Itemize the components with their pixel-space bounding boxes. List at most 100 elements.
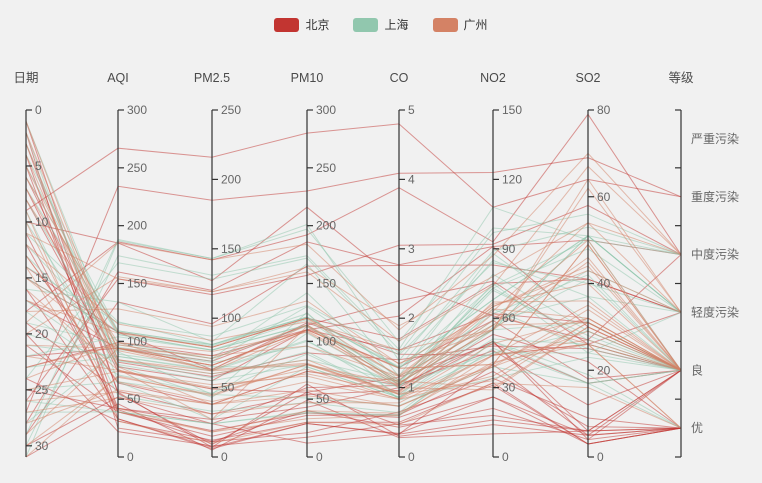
data-line[interactable]: [25, 280, 682, 371]
parallel-axis-等级: 等级优 良 轻度污染 中度污染 重度污染 严重污染: [668, 70, 739, 458]
data-line[interactable]: [25, 269, 682, 378]
data-line[interactable]: [25, 222, 682, 335]
legend-label: 上海: [384, 18, 409, 32]
data-line[interactable]: [25, 263, 682, 378]
axis-tick-label: 100: [127, 334, 147, 348]
axis-tick-label: 0: [597, 450, 604, 464]
data-line[interactable]: [25, 317, 682, 400]
data-line[interactable]: [25, 210, 682, 414]
axis-tick-label: 50: [221, 381, 235, 395]
axis-tick-label: 20: [597, 363, 611, 377]
data-line[interactable]: [25, 322, 682, 441]
data-line[interactable]: [25, 239, 682, 385]
data-line[interactable]: [25, 199, 682, 382]
axis-tick-label: 90: [502, 242, 516, 256]
axis-tick-label: 0: [502, 450, 509, 464]
data-line[interactable]: [25, 282, 682, 376]
axis-tick-label: 0: [221, 450, 228, 464]
data-line[interactable]: [25, 210, 682, 444]
data-line[interactable]: [25, 121, 682, 396]
data-line[interactable]: [25, 213, 682, 379]
data-line[interactable]: [25, 165, 682, 342]
data-line[interactable]: [25, 222, 682, 365]
data-line[interactable]: [25, 339, 682, 415]
data-line[interactable]: [25, 206, 682, 341]
data-line[interactable]: [25, 187, 682, 351]
data-line[interactable]: [25, 308, 682, 458]
legend-item-上海[interactable]: 上海: [353, 16, 409, 33]
data-line[interactable]: [25, 223, 682, 458]
axis-tick-label: 20: [35, 327, 49, 341]
data-line[interactable]: [25, 321, 682, 399]
axis-tick-label: 200: [316, 219, 336, 233]
data-line[interactable]: [25, 333, 682, 447]
axis-tick-label: 150: [316, 277, 336, 291]
axis-tick-label: 80: [597, 103, 611, 117]
axis-tick-label: 25: [35, 383, 49, 397]
data-line[interactable]: [25, 243, 682, 382]
data-line[interactable]: [25, 399, 682, 458]
data-line[interactable]: [25, 176, 682, 369]
data-line[interactable]: [25, 256, 682, 435]
data-line[interactable]: [25, 227, 682, 435]
data-line[interactable]: [25, 288, 682, 450]
axis-title: 日期: [13, 71, 38, 85]
data-line[interactable]: [25, 199, 682, 398]
data-lines: [25, 113, 682, 458]
legend: 北京 上海 广州: [0, 16, 762, 33]
data-line[interactable]: [25, 266, 682, 433]
data-line[interactable]: [25, 333, 682, 429]
legend-item-广州[interactable]: 广州: [432, 16, 488, 33]
axis-tick-label: 40: [597, 277, 611, 291]
data-line[interactable]: [25, 221, 682, 433]
parallel-axis-CO: CO 0 1 2 3 4 5: [390, 71, 415, 464]
legend-label: 广州: [463, 18, 488, 32]
axis-tick-label: 250: [221, 103, 241, 117]
legend-item-北京[interactable]: 北京: [274, 16, 329, 33]
data-line[interactable]: [25, 239, 682, 424]
data-line[interactable]: [25, 152, 682, 331]
axis-tick-label: 100: [221, 311, 241, 325]
axis-tick-label: 30: [502, 381, 516, 395]
axis-tick-label: 0: [408, 450, 415, 464]
legend-swatch: [353, 17, 379, 32]
axis-tick-label: 2: [408, 311, 415, 325]
data-line[interactable]: [25, 344, 682, 437]
axis-tick-label: 良: [691, 362, 703, 377]
axis-tick-label: 200: [221, 172, 241, 186]
data-line[interactable]: [25, 340, 682, 429]
parallel-axis-PM2.5: PM2.5 0 50 100 150 200 250: [194, 71, 241, 464]
data-line[interactable]: [25, 340, 682, 447]
parallel-axis-PM10: PM10 0 50 100 150 200 250 300: [291, 71, 337, 464]
data-line[interactable]: [25, 157, 682, 413]
data-line[interactable]: [25, 206, 682, 447]
axis-tick-label: 150: [221, 242, 241, 256]
data-line[interactable]: [25, 330, 682, 407]
axis-tick-label: 重度污染: [691, 189, 739, 204]
axis-tick-label: 120: [502, 172, 522, 186]
data-line[interactable]: [25, 132, 682, 396]
parallel-axis-日期: 日期 0 5 10 15 20 25 30: [13, 71, 49, 457]
data-line[interactable]: [25, 255, 682, 403]
axis-title: PM2.5: [194, 71, 230, 85]
data-line[interactable]: [25, 366, 682, 407]
axis-tick-label: 轻度污染: [691, 304, 739, 319]
axis-tick-label: 严重污染: [691, 131, 739, 146]
axis-tick-label: 5: [408, 103, 415, 117]
axis-tick-label: 15: [35, 271, 49, 285]
data-line[interactable]: [25, 113, 682, 312]
series-广州: [25, 121, 682, 458]
axis-tick-label: 60: [597, 190, 611, 204]
axis-title: CO: [390, 71, 409, 85]
axis-tick-label: 0: [127, 450, 134, 464]
data-line[interactable]: [25, 289, 682, 389]
data-line[interactable]: [25, 176, 682, 364]
data-line[interactable]: [25, 232, 682, 387]
data-line[interactable]: [25, 317, 682, 424]
data-line[interactable]: [25, 123, 682, 212]
axis-tick-label: 250: [127, 161, 147, 175]
data-line[interactable]: [25, 243, 682, 371]
axis-title: NO2: [480, 71, 506, 85]
axis-tick-label: 10: [35, 215, 49, 229]
data-line[interactable]: [25, 300, 682, 447]
